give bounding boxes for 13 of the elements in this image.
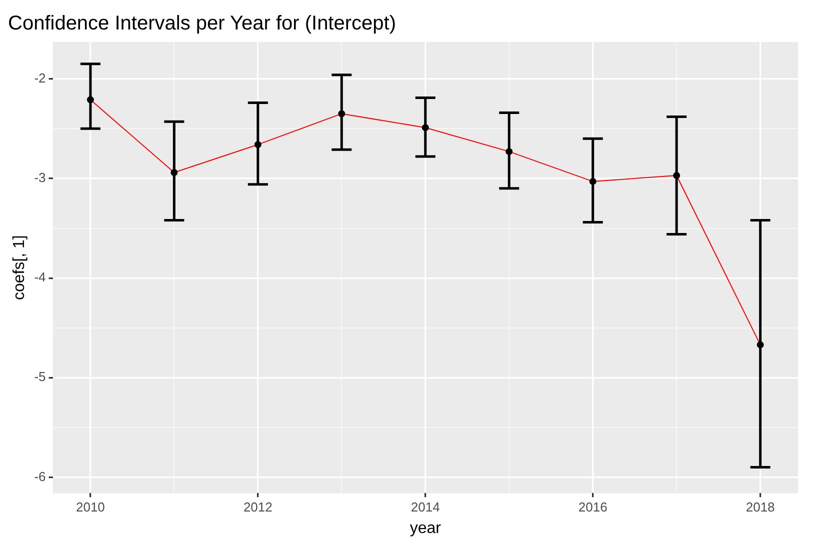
x-tick-label: 2010 <box>76 500 105 515</box>
x-tick-label: 2018 <box>746 500 775 515</box>
y-tick-label: -5 <box>34 369 46 384</box>
y-tick-label: -2 <box>34 70 46 86</box>
x-tick-label: 2012 <box>243 500 272 515</box>
x-tick-label: 2016 <box>578 500 608 515</box>
y-tick-label: -3 <box>34 170 46 186</box>
x-tick-label: 2014 <box>410 500 440 515</box>
x-axis-title: year <box>410 520 442 537</box>
y-tick-label: -4 <box>34 270 46 285</box>
y-tick-label: -6 <box>34 468 46 484</box>
y-axis-title: coefs[, 1] <box>11 235 28 300</box>
chart-title: Confidence Intervals per Year for (Intercept) <box>8 12 396 35</box>
